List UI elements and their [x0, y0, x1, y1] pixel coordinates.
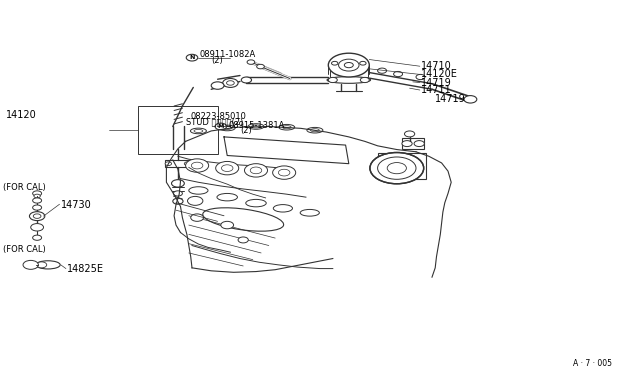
Circle shape [23, 260, 38, 269]
Ellipse shape [273, 205, 292, 212]
Circle shape [211, 82, 224, 89]
Ellipse shape [191, 128, 206, 134]
Text: 14730: 14730 [61, 201, 92, 210]
Circle shape [223, 78, 238, 87]
Circle shape [221, 221, 234, 229]
Text: 14825E: 14825E [67, 264, 104, 273]
Text: 08223-85010: 08223-85010 [190, 112, 246, 121]
Circle shape [186, 54, 198, 61]
Circle shape [216, 161, 239, 175]
Bar [402, 138, 424, 149]
Text: 08911-1082A: 08911-1082A [199, 50, 255, 59]
Text: 14120: 14120 [6, 110, 37, 120]
Ellipse shape [307, 127, 323, 133]
Text: STUD スタッド(2): STUD スタッド(2) [186, 117, 243, 126]
Circle shape [186, 159, 209, 172]
Text: M: M [218, 124, 224, 129]
Ellipse shape [36, 261, 60, 269]
Ellipse shape [219, 125, 236, 131]
Circle shape [33, 191, 42, 196]
Circle shape [191, 214, 204, 221]
Circle shape [34, 194, 40, 198]
Text: 14120E: 14120E [421, 70, 458, 79]
Circle shape [33, 235, 42, 240]
Circle shape [215, 123, 227, 130]
Ellipse shape [279, 124, 295, 130]
Ellipse shape [248, 124, 264, 129]
Text: (2): (2) [211, 56, 223, 65]
Text: 14710: 14710 [421, 61, 452, 71]
Circle shape [394, 71, 403, 77]
Ellipse shape [246, 199, 266, 207]
Bar [330, 65, 368, 77]
Bar [378, 153, 426, 179]
Circle shape [173, 198, 183, 204]
Circle shape [165, 162, 172, 166]
Text: (FOR CAL): (FOR CAL) [3, 183, 46, 192]
Circle shape [31, 224, 44, 231]
Circle shape [36, 262, 47, 268]
Circle shape [416, 74, 425, 80]
Circle shape [238, 237, 248, 243]
Ellipse shape [300, 209, 319, 216]
Circle shape [184, 162, 191, 166]
Text: 14719: 14719 [421, 78, 452, 87]
Ellipse shape [327, 77, 371, 83]
Text: 14711: 14711 [421, 85, 452, 95]
Text: 14719: 14719 [435, 94, 466, 103]
Text: N: N [189, 55, 195, 60]
Circle shape [273, 166, 296, 179]
Circle shape [247, 60, 255, 64]
Circle shape [370, 153, 424, 184]
Circle shape [33, 198, 42, 203]
Circle shape [33, 205, 42, 210]
Circle shape [241, 77, 252, 83]
Circle shape [172, 180, 184, 187]
Circle shape [328, 53, 369, 77]
Bar [138, 106, 218, 154]
Circle shape [244, 164, 268, 177]
Circle shape [188, 196, 203, 205]
Circle shape [404, 131, 415, 137]
Ellipse shape [203, 208, 284, 231]
Text: (2): (2) [240, 126, 252, 135]
Ellipse shape [189, 187, 208, 194]
Circle shape [464, 96, 477, 103]
Bar [165, 160, 191, 167]
Circle shape [402, 141, 412, 147]
Text: 08915-1381A: 08915-1381A [228, 121, 285, 130]
Circle shape [257, 64, 264, 69]
Circle shape [173, 191, 182, 196]
Circle shape [360, 77, 369, 83]
Circle shape [29, 212, 45, 221]
Ellipse shape [217, 193, 237, 201]
Text: A · 7 · 005: A · 7 · 005 [573, 359, 612, 368]
Circle shape [328, 77, 337, 83]
Circle shape [378, 68, 387, 73]
Circle shape [414, 141, 424, 147]
Circle shape [344, 62, 353, 68]
Text: (FOR CAL): (FOR CAL) [3, 245, 46, 254]
